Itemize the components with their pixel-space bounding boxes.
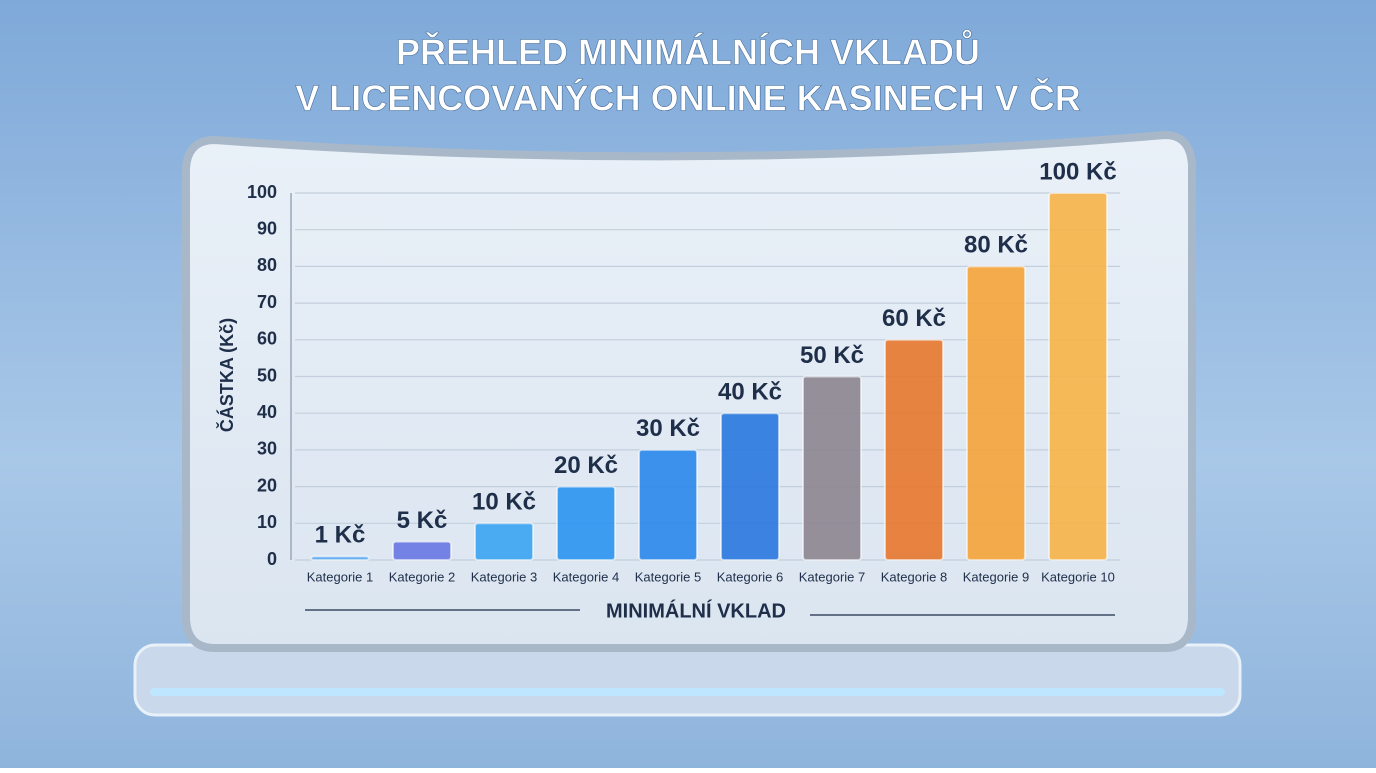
x-tick-label: Kategorie 5 bbox=[635, 569, 702, 584]
y-tick-label: 50 bbox=[257, 365, 277, 385]
bar bbox=[556, 485, 616, 562]
bar bbox=[884, 338, 944, 561]
value-label: 1 Kč bbox=[315, 522, 366, 549]
y-tick-label: 0 bbox=[267, 549, 277, 569]
value-label: 20 Kč bbox=[554, 452, 618, 479]
y-axis-label: ČÁSTKA (Kč) bbox=[216, 318, 237, 432]
value-label: 60 Kč bbox=[882, 305, 946, 332]
x-tick-label: Kategorie 8 bbox=[881, 569, 948, 584]
y-tick-label: 20 bbox=[257, 475, 277, 495]
x-tick-label: Kategorie 4 bbox=[553, 569, 620, 584]
bar bbox=[392, 540, 452, 562]
bar bbox=[802, 375, 862, 561]
y-tick-label: 30 bbox=[257, 439, 277, 459]
stand bbox=[133, 643, 1242, 717]
y-tick-label: 90 bbox=[257, 218, 277, 238]
value-label: 40 Kč bbox=[718, 379, 782, 406]
chart-title: V LICENCOVANÝCH ONLINE KASINECH V ČR bbox=[295, 77, 1080, 119]
x-tick-label: Kategorie 10 bbox=[1041, 569, 1115, 584]
y-tick-label: 10 bbox=[257, 512, 277, 532]
bar bbox=[966, 265, 1026, 561]
x-tick-label: Kategorie 6 bbox=[717, 569, 784, 584]
y-tick-label: 80 bbox=[257, 255, 277, 275]
x-tick-label: Kategorie 2 bbox=[389, 569, 456, 584]
y-tick-label: 60 bbox=[257, 329, 277, 349]
x-tick-label: Kategorie 9 bbox=[963, 569, 1030, 584]
bar bbox=[1048, 192, 1108, 561]
y-tick-label: 70 bbox=[257, 292, 277, 312]
x-tick-label: Kategorie 1 bbox=[307, 569, 374, 584]
stand-glow bbox=[150, 688, 1225, 696]
value-label: 10 Kč bbox=[472, 489, 536, 516]
bar bbox=[720, 412, 780, 562]
value-label: 50 Kč bbox=[800, 342, 864, 369]
bar bbox=[310, 555, 370, 562]
value-label: 30 Kč bbox=[636, 415, 700, 442]
chart-title: PŘEHLED MINIMÁLNÍCH VKLADŮ bbox=[396, 28, 980, 73]
value-label: 100 Kč bbox=[1039, 158, 1116, 185]
bar bbox=[474, 522, 534, 561]
x-axis-label: MINIMÁLNÍ VKLAD bbox=[606, 599, 786, 622]
value-label: 80 Kč bbox=[964, 232, 1028, 259]
x-tick-label: Kategorie 7 bbox=[799, 569, 866, 584]
y-tick-label: 40 bbox=[257, 402, 277, 422]
x-tick-label: Kategorie 3 bbox=[471, 569, 538, 584]
y-tick-label: 100 bbox=[247, 182, 277, 202]
value-label: 5 Kč bbox=[397, 507, 448, 534]
bar bbox=[638, 448, 698, 561]
